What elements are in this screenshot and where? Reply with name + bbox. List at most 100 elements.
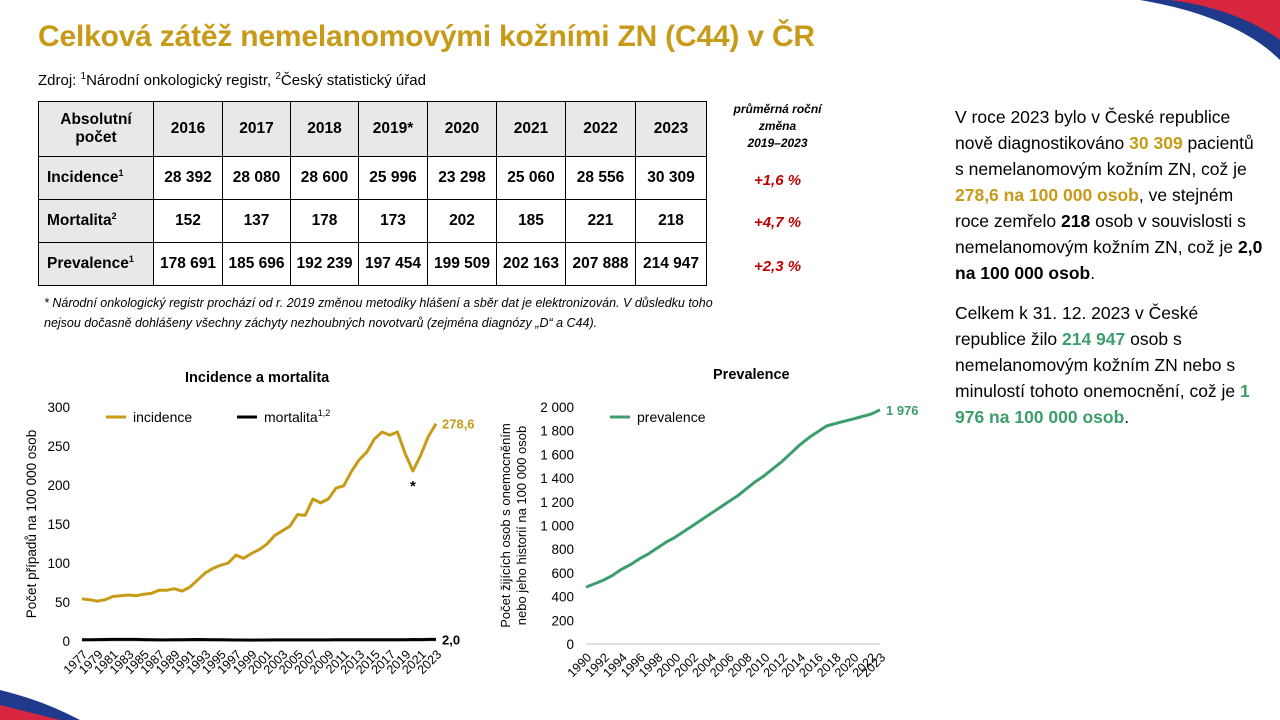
table-cell: 218: [635, 199, 707, 243]
table-corner-label: Absolutní počet: [38, 101, 154, 157]
highlight-incidence-count: 30 309: [1129, 133, 1183, 153]
annotation-asterisk: *: [410, 478, 416, 495]
table-cell: 192 239: [290, 242, 359, 286]
table-row-prevalence: Prevalence1 178 691 185 696 192 239 197 …: [38, 242, 707, 286]
table-cell: 28 080: [222, 156, 291, 200]
row-label: Mortalita2: [38, 199, 154, 243]
highlight-prevalence-rate: 1 976 na 100 000 osob: [955, 381, 1250, 427]
row-label: Prevalence1: [38, 242, 154, 286]
change-header-line3: 2019–2023: [747, 136, 808, 150]
table-cell: 28 392: [153, 156, 223, 200]
legend-sup: 1,2: [318, 408, 331, 418]
side-text-span: .: [1090, 263, 1096, 283]
table-cell: 207 888: [565, 242, 636, 286]
y-axis-label-line1: Počet žijících osob s onemocněním: [498, 423, 513, 628]
series-line-mortalita: [81, 637, 436, 642]
table-cell: 199 509: [427, 242, 497, 286]
y-tick-label: 50: [55, 595, 70, 610]
series-line-prevalence: [585, 408, 881, 589]
chart-incidence-mortalita: 0501001502002503001977197919811983198519…: [24, 400, 475, 677]
table-cell: 28 600: [290, 156, 359, 200]
series-line-incidence: [81, 422, 438, 603]
row-label-text: Incidence: [47, 169, 119, 187]
side-text: V roce 2023 bylo v České republice nově …: [955, 104, 1265, 444]
year-header: 2020: [427, 101, 497, 157]
x-tick-label: 2023: [859, 650, 889, 680]
end-label-incidence: 278,6: [442, 417, 475, 432]
highlight-mortality-rate: 2,0 na 100 000 osob: [955, 237, 1263, 283]
y-tick-label: 200: [551, 613, 574, 628]
highlight-prevalence-count: 214 947: [1062, 329, 1126, 349]
year-header: 2022: [565, 101, 636, 157]
side-text-span: Celkem k 31. 12. 2023 v České republice …: [955, 303, 1199, 349]
end-label-mortalita: 2,0: [442, 632, 460, 647]
table-row-incidence: Incidence1 28 392 28 080 28 600 25 996 2…: [38, 156, 707, 200]
row-label-text: Mortalita: [47, 212, 112, 230]
source-sup-2: 2: [275, 71, 281, 82]
row-label-sup: 1: [118, 168, 124, 179]
y-tick-label: 1 200: [540, 495, 574, 510]
change-value-incidence: +1,6 %: [753, 172, 802, 189]
corner-label-line2: počet: [75, 129, 117, 146]
legend-label-mortalita: mortalita1,2: [264, 408, 330, 425]
table-cell: 28 556: [565, 156, 636, 200]
table-cell: 214 947: [635, 242, 707, 286]
y-tick-label: 2 000: [540, 400, 574, 415]
table-cell: 178 691: [153, 242, 223, 286]
y-tick-label: 600: [551, 566, 574, 581]
legend-label-incidence: incidence: [133, 409, 192, 425]
source-text-2: Český statistický úřad: [280, 72, 426, 89]
table-cell: 202 163: [496, 242, 566, 286]
change-header-line2: změna: [758, 119, 797, 133]
page-title: Celková zátěž nemelanomovými kožními ZN …: [38, 20, 815, 53]
year-header: 2018: [290, 101, 359, 157]
source-sup-1: 1: [80, 71, 87, 82]
y-tick-label: 1 000: [540, 519, 574, 534]
row-label-sup: 2: [111, 211, 117, 222]
table-cell: 221: [565, 199, 636, 243]
side-paragraph-1: V roce 2023 bylo v České republice nově …: [955, 104, 1265, 286]
change-value-prevalence: +2,3 %: [753, 258, 802, 275]
table-cell: 23 298: [427, 156, 497, 200]
year-header: 2021: [496, 101, 566, 157]
row-label: Incidence1: [38, 156, 154, 200]
table-cell: 173: [358, 199, 428, 243]
row-label-sup: 1: [128, 254, 134, 265]
table-cell: 25 996: [358, 156, 428, 200]
table-row-mortalita: Mortalita2 152 137 178 173 202 185 221 2…: [38, 199, 707, 243]
table-cell: 185 696: [222, 242, 291, 286]
corner-decoration-top: [1140, 0, 1280, 60]
y-tick-label: 300: [47, 400, 70, 415]
chart-prevalence: 0 200 400 600 800 1 000 1 200 1 400 1 600 1 800 2 …: [498, 400, 919, 680]
y-tick-label: 0: [566, 637, 574, 652]
chart-title-prevalence: Prevalence: [713, 367, 790, 383]
corner-decoration-bottom: [0, 690, 80, 720]
source-line: Zdroj: 1Národní onkologický registr, 2Če…: [38, 71, 426, 89]
year-header: 2019*: [358, 101, 428, 157]
corner-label-line1: Absolutní: [60, 111, 132, 129]
chart-title-incidence: Incidence a mortalita: [185, 370, 330, 386]
table-cell: 185: [496, 199, 566, 243]
y-tick-label: 1 600: [540, 447, 574, 462]
table-cell: 202: [427, 199, 497, 243]
side-text-span: pacientů s nemelanomovým kožním ZN, což …: [955, 133, 1254, 179]
footnote: * Národní onkologický registr prochází o…: [44, 296, 713, 330]
side-text-span: V roce 2023 bylo v České republice nově …: [955, 107, 1231, 153]
source-text-1: Národní onkologický registr,: [86, 72, 276, 89]
row-label-text: Prevalence: [47, 255, 129, 273]
table-cell: 30 309: [635, 156, 707, 200]
year-header: 2023: [635, 101, 707, 157]
statistics-table: Absolutní počet 2016 2017 2018 2019* 202…: [38, 101, 707, 286]
y-axis-label: Počet případů na 100 000 osob: [24, 430, 39, 618]
year-header: 2017: [222, 101, 291, 157]
side-text-span: osob v souvislosti s nemelanomovým kožní…: [955, 211, 1246, 257]
table-cell: 137: [222, 199, 291, 243]
change-header: průměrná roční změna 2019–2023: [715, 101, 840, 152]
y-tick-label: 400: [551, 590, 574, 605]
y-tick-label: 800: [551, 542, 574, 557]
side-text-span: , ve stejném roce zemřelo: [955, 185, 1234, 231]
y-tick-label: 0: [62, 634, 70, 649]
table-cell: 178: [290, 199, 359, 243]
y-tick-label: 200: [47, 478, 70, 493]
highlight-incidence-rate: 278,6 na 100 000 osob: [955, 185, 1139, 205]
